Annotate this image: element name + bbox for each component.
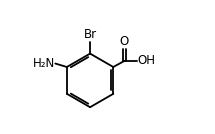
Text: OH: OH xyxy=(137,54,155,67)
Text: H₂N: H₂N xyxy=(32,57,55,70)
Text: Br: Br xyxy=(83,28,97,41)
Text: O: O xyxy=(120,35,129,48)
